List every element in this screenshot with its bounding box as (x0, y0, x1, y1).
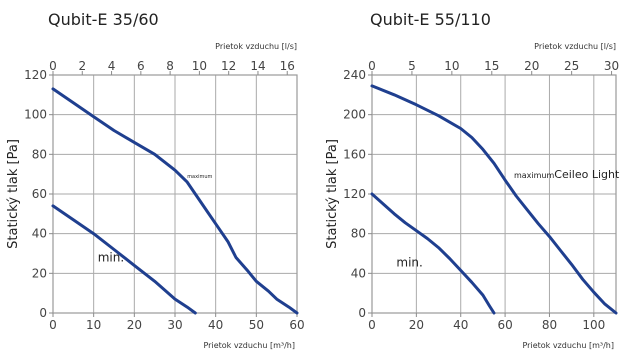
chart-1-x-top-tick-label: 2 (78, 59, 86, 73)
chart-2-y-tick-label: 80 (351, 227, 366, 241)
chart-1-y-tick-label: 20 (32, 266, 47, 280)
chart-2-y-tick-label: 160 (343, 147, 366, 161)
chart-2-x-tick-label: 60 (497, 318, 512, 332)
chart-2-x-top-tick-label: 25 (564, 59, 579, 73)
chart-1-x-tick-label: 20 (127, 318, 142, 332)
chart-1-title: Qubit-E 35/60 (48, 10, 159, 29)
chart-2-x-tick-label: 20 (409, 318, 424, 332)
chart-2-y-tick-label: 40 (351, 266, 366, 280)
chart-2-x-tick-label: 100 (582, 318, 605, 332)
chart-1-x-top-label: Prietok vzduchu [l/s] (215, 42, 297, 51)
chart-2-x-top-tick-label: 10 (444, 59, 459, 73)
chart-1-x-top-tick-label: 0 (49, 59, 57, 73)
chart-2-series-1-line (370, 84, 618, 315)
chart-2-x-top-label: Prietok vzduchu [l/s] (534, 42, 616, 51)
chart-1-y-label: Statický tlak [Pa] (6, 139, 21, 249)
chart-1-x-top-tick-label: 8 (166, 59, 174, 73)
chart-1-y-tick-label: 40 (32, 227, 47, 241)
chart-1-x-tick-label: 10 (86, 318, 101, 332)
chart-1-x-top-tick-label: 14 (250, 59, 265, 73)
chart-1-x-top-tick-label: 16 (280, 59, 295, 73)
chart-2-y-tick-label: 240 (343, 68, 366, 82)
chart-1-x-label: Prietok vzduchu [m³/h] (204, 341, 296, 350)
chart-1-x-tick-label: 0 (49, 318, 57, 332)
chart-1-series-1-line (51, 87, 299, 315)
chart-2-y-label: Statický tlak [Pa] (325, 139, 340, 249)
chart-1-x-top-tick-label: 4 (108, 59, 116, 73)
chart-2-series-1-label: maximumCeileo Light (514, 168, 620, 181)
chart-2-x-top-tick-label: 5 (408, 59, 416, 73)
chart-2-y-tick-label: 0 (358, 306, 366, 320)
chart-1-x-top-tick-label: 12 (221, 59, 236, 73)
chart-2-x-top-tick-label: 20 (524, 59, 539, 73)
chart-1-series-1-label: maximum (187, 174, 212, 180)
chart-1-x-tick-label: 30 (167, 318, 182, 332)
chart-2-x-top-tick-label: 0 (368, 59, 376, 73)
chart-2-x-tick-label: 0 (368, 318, 376, 332)
chart-2-x-top-tick-label: 30 (604, 59, 619, 73)
chart-2-y-tick-label: 200 (343, 108, 366, 122)
chart-2-series-2-label: min. (396, 255, 422, 269)
chart-2-x-tick-label: 40 (453, 318, 468, 332)
chart-2-series-2-line (370, 192, 496, 315)
chart-1-series-2-label: min. (98, 250, 124, 264)
chart-1-x-tick-label: 40 (208, 318, 223, 332)
chart-1-y-tick-label: 80 (32, 147, 47, 161)
chart-1-x-top-tick-label: 10 (192, 59, 207, 73)
chart-1-x-tick-label: 50 (249, 318, 264, 332)
chart-1-y-tick-label: 120 (24, 68, 47, 82)
chart-1-y-tick-label: 60 (32, 187, 47, 201)
chart-1-x-top-tick-label: 6 (137, 59, 145, 73)
chart-2-x-label: Prietok vzduchu [m³/h] (523, 341, 615, 350)
chart-2-y-tick-label: 120 (343, 187, 366, 201)
chart-1-x-tick-label: 60 (289, 318, 304, 332)
chart-2-title: Qubit-E 55/110 (370, 10, 491, 29)
chart-2-x-top-tick-label: 15 (484, 59, 499, 73)
chart-1-y-tick-label: 100 (24, 108, 47, 122)
chart-2-x-tick-label: 80 (542, 318, 557, 332)
chart-1-series-2-line (51, 204, 197, 315)
chart-1-y-tick-label: 0 (39, 306, 47, 320)
